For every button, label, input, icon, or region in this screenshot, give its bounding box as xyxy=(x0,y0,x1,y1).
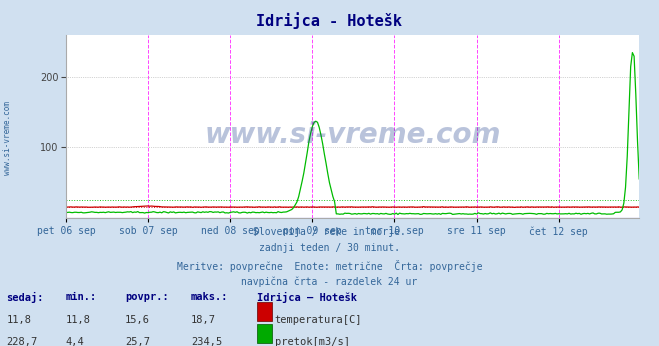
Text: navpična črta - razdelek 24 ur: navpična črta - razdelek 24 ur xyxy=(241,276,418,287)
Text: Idrijca – Hotešk: Idrijca – Hotešk xyxy=(257,292,357,303)
Text: sedaj:: sedaj: xyxy=(7,292,44,303)
Text: povpr.:: povpr.: xyxy=(125,292,169,302)
Text: temperatura[C]: temperatura[C] xyxy=(275,315,362,325)
Text: 11,8: 11,8 xyxy=(66,315,91,325)
Text: min.:: min.: xyxy=(66,292,97,302)
Text: 15,6: 15,6 xyxy=(125,315,150,325)
Text: 11,8: 11,8 xyxy=(7,315,32,325)
Text: 4,4: 4,4 xyxy=(66,337,84,346)
Text: 228,7: 228,7 xyxy=(7,337,38,346)
Text: zadnji teden / 30 minut.: zadnji teden / 30 minut. xyxy=(259,243,400,253)
Text: Idrijca - Hotešk: Idrijca - Hotešk xyxy=(256,12,403,29)
Text: www.si-vreme.com: www.si-vreme.com xyxy=(204,121,501,149)
Text: 25,7: 25,7 xyxy=(125,337,150,346)
Text: Slovenija / reke in morje.: Slovenija / reke in morje. xyxy=(253,227,406,237)
Text: www.si-vreme.com: www.si-vreme.com xyxy=(3,101,13,175)
Text: 234,5: 234,5 xyxy=(191,337,222,346)
Text: maks.:: maks.: xyxy=(191,292,229,302)
Text: Meritve: povprečne  Enote: metrične  Črta: povprečje: Meritve: povprečne Enote: metrične Črta:… xyxy=(177,260,482,272)
Text: 18,7: 18,7 xyxy=(191,315,216,325)
Text: pretok[m3/s]: pretok[m3/s] xyxy=(275,337,350,346)
